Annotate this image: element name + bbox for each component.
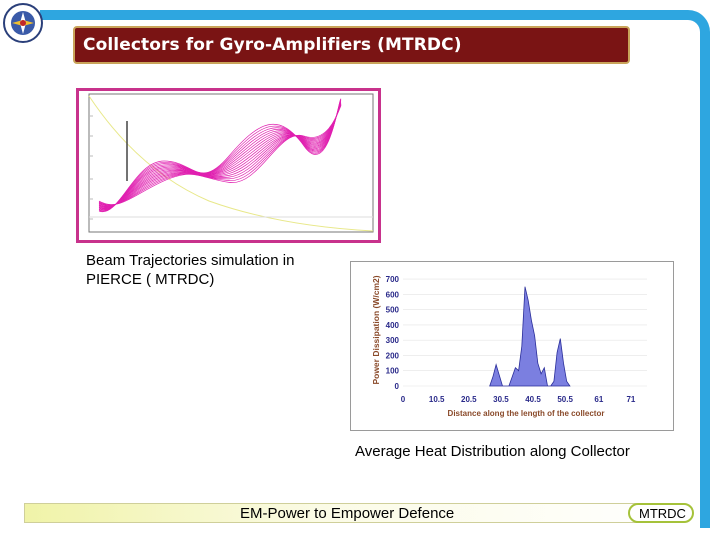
heat-xtick-label: 20.5	[461, 395, 477, 404]
heat-caption: Average Heat Distribution along Collecto…	[355, 443, 630, 460]
heat-ytick-label: 200	[386, 351, 400, 360]
title-bar: Collectors for Gyro-Amplifiers (MTRDC)	[73, 26, 630, 64]
heat-ytick-label: 0	[395, 382, 400, 391]
beam-trajectory-line	[98, 99, 342, 211]
heat-xtick-label: 40.5	[525, 395, 541, 404]
beam-trajectory-line	[98, 102, 342, 208]
beam-trajectory-line	[98, 100, 342, 210]
beam-trajectory-line	[98, 104, 342, 206]
heat-xtick-label: 71	[626, 395, 635, 404]
beam-trajectory-line	[98, 98, 342, 212]
slide-title: Collectors for Gyro-Amplifiers (MTRDC)	[83, 35, 462, 55]
heat-chart-ylabel: Power Dissipation (W/cm2)	[371, 275, 381, 384]
heat-distribution-chart: 0 100 200 300 400 500 600 700 0 10.5 20.5 30.5 40.5…	[350, 261, 674, 431]
beam-trajectory-line	[98, 99, 342, 212]
beam-trajectory-line	[98, 104, 342, 206]
beam-trajectory-line	[98, 101, 342, 209]
footer-tagline: EM-Power to Empower Defence	[240, 505, 455, 522]
beam-trajectory-line	[98, 103, 342, 207]
beam-trajectory-line	[98, 103, 342, 207]
heat-ytick-label: 700	[386, 275, 400, 284]
heat-xtick-label: 0	[401, 395, 406, 404]
heat-chart-xlabel: Distance along the length of the collect…	[448, 409, 605, 418]
heat-ytick-label: 300	[386, 336, 400, 345]
heat-xtick-label: 50.5	[557, 395, 573, 404]
heat-ytick-label: 600	[386, 290, 400, 299]
mtrdc-badge: MTRDC	[628, 503, 694, 523]
beam-trajectory-line	[98, 104, 342, 206]
simulation-caption: Beam Trajectories simulation in PIERCE (…	[86, 252, 295, 288]
beam-trajectory-line	[98, 100, 342, 210]
heat-ytick-label: 500	[386, 306, 400, 315]
badge-label: MTRDC	[639, 506, 686, 521]
heat-xtick-label: 61	[594, 395, 603, 404]
heat-distribution-area	[489, 286, 571, 387]
beam-trajectory-line	[98, 102, 342, 208]
heat-xtick-label: 30.5	[493, 395, 509, 404]
beam-trajectory-line	[98, 99, 342, 211]
heat-xtick-label: 10.5	[429, 395, 445, 404]
beam-trajectory-line	[98, 101, 342, 209]
heat-ytick-label: 400	[386, 321, 400, 330]
beam-trajectory-image	[76, 88, 381, 243]
beam-trajectory-line	[98, 105, 342, 205]
emblem-icon	[3, 3, 43, 43]
slide-frame	[40, 10, 710, 528]
heat-ytick-label: 100	[386, 367, 400, 376]
